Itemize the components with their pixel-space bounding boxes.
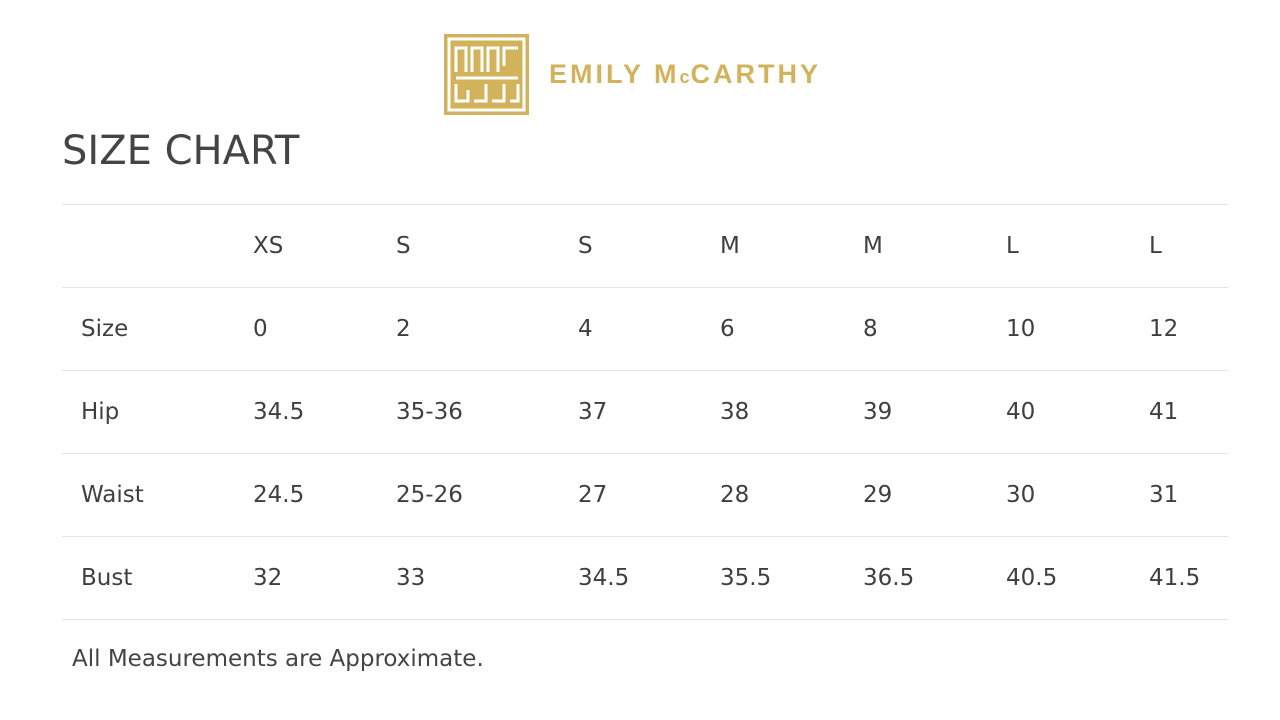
table-cell: 37 (578, 370, 720, 454)
brand-name: EMILY McCARTHY (549, 59, 822, 89)
table-cell: 35-36 (396, 370, 578, 454)
row-label: Bust (62, 536, 253, 620)
table-cell: 35.5 (720, 536, 863, 620)
table-cell: M (863, 204, 1006, 288)
row-label: Size (62, 287, 253, 371)
table-cell: 36.5 (863, 536, 1006, 620)
table-cell: 34.5 (578, 536, 720, 620)
table-cell: 31 (1149, 453, 1228, 537)
table-cell: 34.5 (253, 370, 396, 454)
table-cell: 28 (720, 453, 863, 537)
table-cell: 29 (863, 453, 1006, 537)
table-cell: 8 (863, 287, 1006, 371)
disclaimer-note: All Measurements are Approximate. (72, 646, 484, 672)
table-cell: 39 (863, 370, 1006, 454)
table-cell: 40.5 (1006, 536, 1149, 620)
row-label: Waist (62, 453, 253, 537)
table-cell: 27 (578, 453, 720, 537)
table-row: Hip 34.5 35-36 37 38 39 40 41 (62, 370, 1228, 454)
table-row: Bust 32 33 34.5 35.5 36.5 40.5 41.5 (62, 536, 1228, 620)
size-table: XS S S M M L L Size 0 2 4 6 8 10 12 Hip 34.5 35-36 37 38 39 4… (62, 204, 1228, 620)
logo-mark-icon (444, 34, 529, 115)
table-row: Size 0 2 4 6 8 10 12 (62, 287, 1228, 371)
table-cell: 4 (578, 287, 720, 371)
table-cell: M (720, 204, 863, 288)
brand-logo: EMILY McCARTHY (444, 34, 821, 115)
table-cell: S (396, 204, 578, 288)
table-cell: 40 (1006, 370, 1149, 454)
table-cell: 25-26 (396, 453, 578, 537)
page-title: SIZE CHART (62, 128, 300, 174)
table-cell: XS (253, 204, 396, 288)
table-row: Waist 24.5 25-26 27 28 29 30 31 (62, 453, 1228, 537)
table-cell: 2 (396, 287, 578, 371)
table-cell: 24.5 (253, 453, 396, 537)
row-label (62, 204, 253, 288)
table-cell: S (578, 204, 720, 288)
table-cell: 6 (720, 287, 863, 371)
table-cell: 41 (1149, 370, 1228, 454)
table-cell: 12 (1149, 287, 1228, 371)
table-cell: 33 (396, 536, 578, 620)
table-cell: 30 (1006, 453, 1149, 537)
table-cell: 0 (253, 287, 396, 371)
table-cell: 32 (253, 536, 396, 620)
table-cell: 41.5 (1149, 536, 1228, 620)
table-cell: L (1149, 204, 1228, 288)
table-cell: 38 (720, 370, 863, 454)
table-cell: 10 (1006, 287, 1149, 371)
header-row: XS S S M M L L (62, 204, 1228, 288)
table-cell: L (1006, 204, 1149, 288)
row-label: Hip (62, 370, 253, 454)
